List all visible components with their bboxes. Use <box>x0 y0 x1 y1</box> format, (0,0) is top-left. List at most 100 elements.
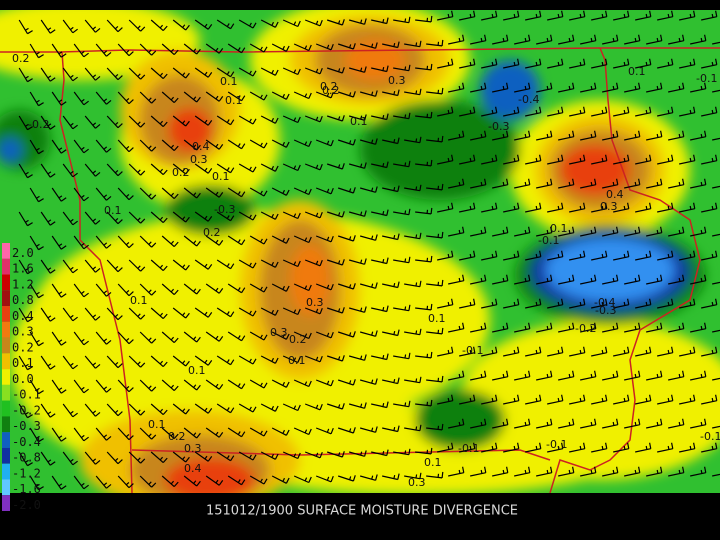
wind-barb <box>404 88 422 96</box>
wind-barb <box>238 403 257 413</box>
wind-barb <box>569 442 586 453</box>
wind-barb <box>117 43 134 57</box>
wind-barb <box>602 130 619 141</box>
wind-barb <box>371 65 389 73</box>
wind-barb <box>536 226 553 237</box>
wind-barb <box>349 210 367 217</box>
wind-barb <box>470 418 487 429</box>
wind-barb <box>525 154 542 165</box>
wind-barb <box>271 283 290 292</box>
wind-barb <box>701 106 718 117</box>
wind-barb <box>128 163 146 176</box>
wind-barb <box>172 19 190 31</box>
wind-barb <box>161 43 179 56</box>
wind-barb <box>172 163 190 175</box>
wind-barb <box>227 91 246 102</box>
wind-barb <box>591 346 608 357</box>
wind-barb <box>613 10 630 21</box>
contour-label: 0.1 <box>288 354 306 367</box>
wind-barb <box>646 34 663 45</box>
wind-barb <box>371 353 389 361</box>
wind-barb <box>172 67 190 79</box>
wind-barb <box>679 154 696 165</box>
contour-label: 0.1 <box>188 364 206 377</box>
legend-swatch <box>2 495 10 511</box>
contour-label: 0.2 <box>320 80 338 93</box>
wind-barb <box>701 346 718 357</box>
wind-barb <box>84 403 101 417</box>
wind-barb <box>569 106 586 117</box>
wind-barb <box>448 178 465 189</box>
wind-barb <box>293 331 312 340</box>
wind-barb <box>448 274 465 285</box>
wind-barb <box>668 130 685 141</box>
wind-barb <box>580 130 597 141</box>
wind-barb <box>613 394 630 405</box>
wind-barb <box>73 379 89 394</box>
wind-barb <box>249 331 268 341</box>
wind-barb <box>602 370 619 381</box>
wind-barb <box>558 370 575 381</box>
wind-barb <box>40 403 56 418</box>
legend-swatch <box>2 337 10 354</box>
wind-barb <box>503 442 520 453</box>
legend-swatch <box>2 463 10 480</box>
wind-barb <box>205 331 224 342</box>
wind-barb <box>282 451 301 460</box>
wind-barb <box>271 235 290 244</box>
wind-barb <box>547 394 564 405</box>
wind-barb <box>690 226 707 237</box>
wind-barb <box>95 475 112 489</box>
wind-barb <box>315 139 334 147</box>
wind-barb <box>613 442 630 453</box>
wind-barb <box>514 130 531 141</box>
wind-barb <box>18 163 33 179</box>
wind-barb <box>690 34 707 45</box>
wind-barb <box>337 139 356 146</box>
wind-barb <box>29 139 44 155</box>
wind-barb <box>481 154 498 165</box>
wind-barb <box>415 63 433 71</box>
wind-barb <box>271 187 290 196</box>
wind-barb <box>106 451 123 465</box>
wind-barb <box>29 331 44 347</box>
wind-barb <box>18 211 33 227</box>
wind-barb <box>304 163 323 171</box>
wind-barb <box>426 327 444 335</box>
wind-barb <box>183 235 201 247</box>
wind-barb <box>426 183 444 191</box>
wind-barb <box>150 259 168 272</box>
wind-barb <box>282 67 301 76</box>
wind-barb <box>315 43 334 51</box>
wind-barb <box>646 226 663 237</box>
wind-barb <box>525 106 542 117</box>
wind-barb <box>40 307 56 322</box>
wind-barb <box>349 354 367 361</box>
wind-barb <box>448 466 465 477</box>
contour-label: 0.3 <box>190 153 208 166</box>
wind-barb <box>260 19 279 28</box>
legend-swatch <box>2 243 10 259</box>
wind-barb <box>426 135 444 143</box>
contour-label: 0.2 <box>172 166 190 179</box>
contour-labels: 0.20.1 0.20.10.40.30.2 0.1-0.30.20.1-0.20.… <box>12 52 720 489</box>
wind-barb <box>326 67 345 74</box>
wind-barb <box>580 178 597 189</box>
wind-barb <box>128 403 146 416</box>
legend-label: 1.6 <box>12 262 34 276</box>
wind-barb <box>194 307 213 318</box>
wind-barb <box>668 322 685 333</box>
wind-barb <box>503 250 520 261</box>
wind-barb <box>547 58 564 69</box>
legend-label: -0.2 <box>12 403 41 417</box>
wind-barb <box>393 160 411 168</box>
wind-barb <box>393 256 411 264</box>
wind-barb <box>580 34 597 45</box>
wind-barb <box>205 187 224 198</box>
wind-barb <box>282 259 301 268</box>
wind-barb <box>216 403 235 414</box>
wind-barb <box>547 10 564 21</box>
wind-barb <box>679 202 696 213</box>
wind-barb <box>558 130 575 141</box>
wind-barb <box>128 307 146 320</box>
